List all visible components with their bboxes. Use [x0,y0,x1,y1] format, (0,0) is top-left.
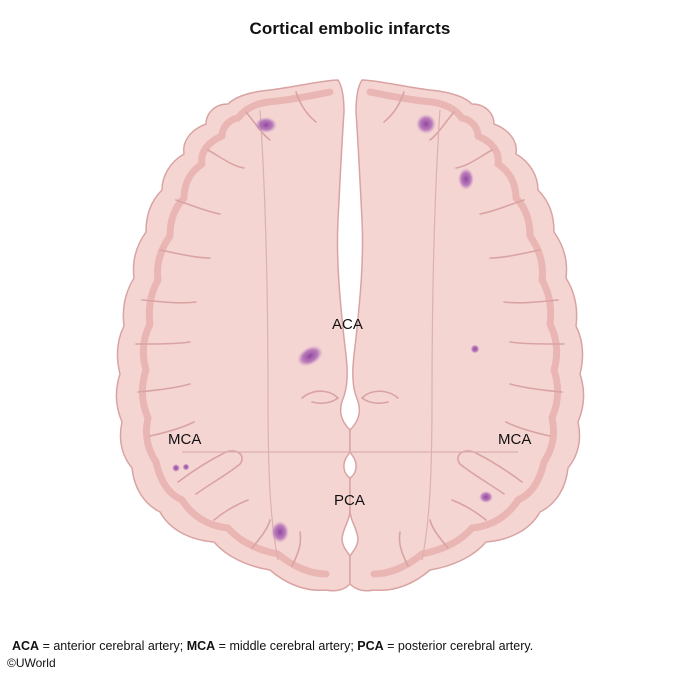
infarct-right-frontal-lateral [458,168,474,190]
left-hemisphere-outline [115,79,351,592]
infarct-left-aca [297,345,323,367]
infarct-spots [172,114,493,543]
label-mca-right: MCA [498,431,531,448]
right-cortical-ribbon [366,88,562,578]
infarct-left-pca [271,521,289,543]
legend-text-aca: = anterior cerebral artery; [39,639,187,653]
left-hemisphere [115,79,351,592]
infarct-left-mca-2 [182,463,190,471]
legend-abbr-pca: PCA [357,639,384,653]
right-hemisphere [349,79,585,592]
legend-text-mca: = middle cerebral artery; [215,639,358,653]
label-pca: PCA [334,492,365,509]
infarct-right-mca [470,344,480,354]
label-aca: ACA [332,316,363,333]
copyright: ©UWorld [7,656,56,670]
legend-abbr-aca: ACA [12,639,40,653]
infarct-left-mca-1 [172,464,180,472]
infarct-left-frontal [255,117,277,133]
left-cortical-ribbon [138,88,334,578]
right-hemisphere-outline [349,79,585,592]
legend-text-pca: = posterior cerebral artery. [383,639,534,653]
legend-abbr-mca: MCA [186,639,216,653]
legend: ACA = anterior cerebral artery; MCA = mi… [12,639,533,653]
infarct-right-frontal [416,114,436,134]
infarct-right-mca-posterior [479,491,493,503]
label-mca-left: MCA [168,431,201,448]
figure-title: Cortical embolic infarcts [249,19,451,38]
